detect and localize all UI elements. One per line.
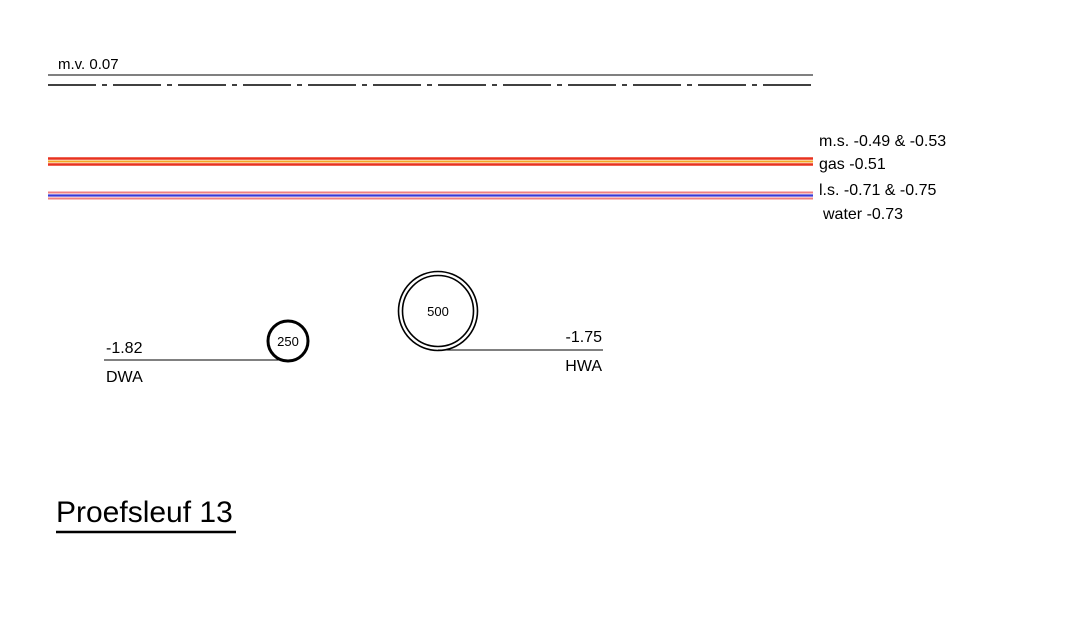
- dwa-pipe-circle: [266, 319, 310, 363]
- dwa-name-label: DWA: [106, 369, 143, 386]
- dwa-diameter-label: 250: [277, 334, 299, 349]
- ls-label: l.s. -0.71 & -0.75: [819, 182, 936, 199]
- hwa-name-label: HWA: [565, 358, 602, 375]
- drawing-title: Proefsleuf 13: [56, 496, 233, 529]
- surface-level-label: m.v. 0.07: [58, 56, 119, 73]
- hwa-diameter-label: 500: [427, 304, 449, 319]
- water-label: water -0.73: [822, 206, 903, 223]
- dwa-depth-label: -1.82: [106, 340, 143, 357]
- gas-label: gas -0.51: [819, 156, 886, 173]
- ms-label: m.s. -0.49 & -0.53: [819, 133, 946, 150]
- hwa-depth-label: -1.75: [566, 329, 603, 346]
- hwa-pipe-inner-circle: [401, 274, 475, 348]
